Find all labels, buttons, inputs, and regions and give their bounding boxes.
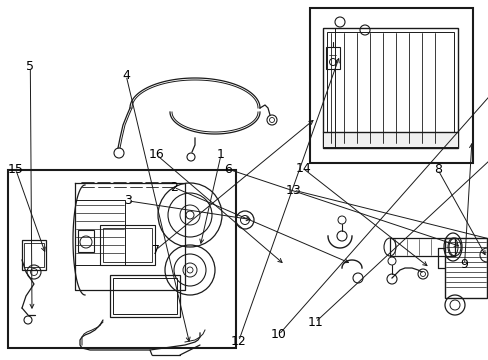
Bar: [8, 170, 236, 348]
Text: 11: 11: [307, 316, 323, 329]
Bar: [24, 243, 44, 267]
Text: 16: 16: [148, 148, 164, 161]
Bar: [323, 28, 334, 148]
Text: 2: 2: [169, 181, 177, 194]
Bar: [309, 8, 472, 163]
Bar: [75, 200, 125, 265]
Bar: [323, 132, 457, 147]
Text: 13: 13: [285, 184, 301, 197]
Text: 7: 7: [151, 244, 159, 257]
Text: 1: 1: [217, 148, 224, 161]
Bar: [103, 228, 152, 262]
Text: 9: 9: [460, 258, 468, 271]
Bar: [326, 32, 453, 144]
Bar: [110, 275, 180, 317]
Text: 15: 15: [8, 163, 23, 176]
Text: 12: 12: [230, 335, 246, 348]
Text: 3: 3: [124, 194, 132, 207]
Bar: [78, 230, 94, 252]
Text: 6: 6: [224, 163, 232, 176]
Text: 8: 8: [433, 163, 441, 176]
Bar: [113, 278, 177, 314]
Text: 5: 5: [26, 60, 34, 73]
Text: 10: 10: [270, 328, 286, 341]
Bar: [323, 28, 457, 148]
Bar: [389, 238, 454, 256]
Bar: [22, 240, 46, 270]
Bar: [325, 47, 339, 69]
Bar: [100, 225, 155, 265]
Text: 14: 14: [295, 162, 310, 175]
Text: 4: 4: [122, 69, 130, 82]
Bar: [444, 238, 486, 298]
